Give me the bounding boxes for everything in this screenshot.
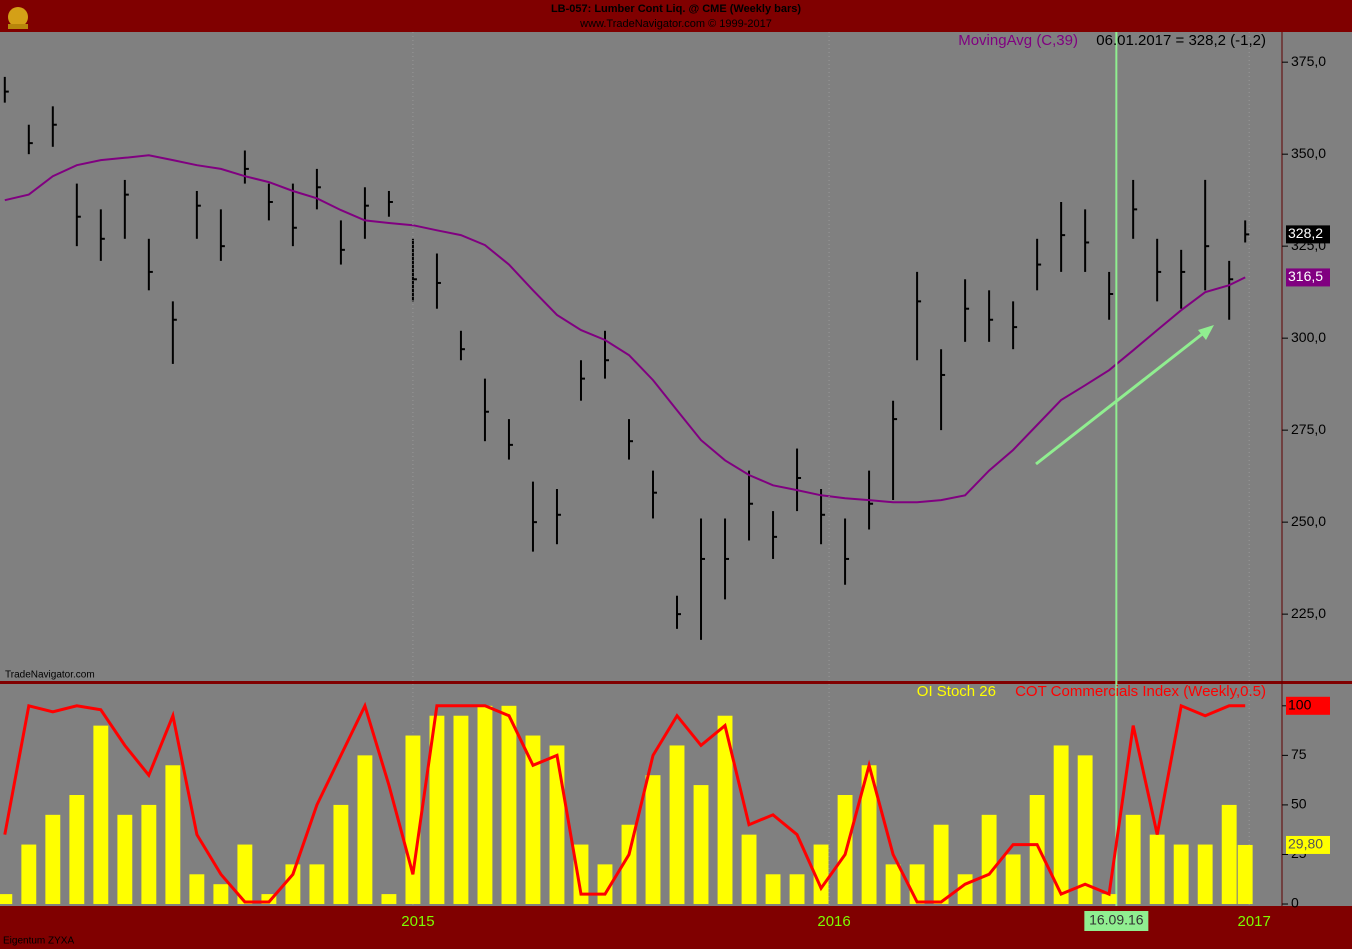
stoch-bar bbox=[1101, 894, 1117, 905]
owner: Eigentum ZYXA bbox=[3, 936, 74, 947]
price-panel bbox=[0, 32, 1352, 682]
last-stoch-label-box bbox=[1286, 835, 1330, 854]
stoch-bar bbox=[645, 775, 661, 905]
stoch-bar bbox=[453, 715, 469, 905]
stoch-bar bbox=[741, 834, 757, 905]
stoch-bar bbox=[141, 804, 157, 905]
stoch-bar bbox=[1197, 844, 1213, 905]
stoch-bar bbox=[909, 864, 925, 905]
stoch-bar bbox=[813, 844, 829, 905]
trend-arrow-head bbox=[1198, 325, 1214, 340]
x-tick-label: 2017 bbox=[1238, 913, 1271, 930]
stoch-bar bbox=[1029, 795, 1045, 905]
last-price-label-box bbox=[1286, 225, 1330, 244]
stoch-bar bbox=[45, 814, 61, 905]
stoch-bar bbox=[93, 725, 109, 905]
last-cot-label-box bbox=[1286, 696, 1330, 715]
cursor-label: 16.09.16 bbox=[1089, 912, 1144, 928]
trend-arrow bbox=[1035, 326, 1211, 466]
stoch-bar bbox=[165, 765, 181, 905]
stoch-bar bbox=[1053, 745, 1069, 905]
chart-subtitle: www.TradeNavigator.com © 1999-2017 bbox=[579, 18, 772, 30]
stoch-bar bbox=[69, 795, 85, 905]
stoch-bar bbox=[549, 745, 565, 905]
stoch-bar bbox=[309, 864, 325, 905]
stoch-bar bbox=[1125, 814, 1141, 905]
panel-divider bbox=[0, 681, 1352, 684]
y-tick-label: 300,0 bbox=[1291, 329, 1326, 345]
logo bbox=[8, 7, 28, 29]
stoch-bar bbox=[357, 755, 373, 905]
stoch-bar bbox=[789, 874, 805, 905]
stoch-bar bbox=[237, 844, 253, 905]
legend-cot: COT Commercials Index (Weekly,0.5) bbox=[1015, 683, 1266, 700]
last-ma-label: 316,5 bbox=[1288, 268, 1323, 284]
stoch-bar bbox=[261, 894, 277, 905]
stoch-bar bbox=[765, 874, 781, 905]
stoch-bar bbox=[1149, 834, 1165, 905]
stoch-bar bbox=[117, 814, 133, 905]
last-ma-label-box bbox=[1286, 268, 1330, 287]
stoch-bar bbox=[333, 804, 349, 905]
stoch-bar bbox=[981, 814, 997, 905]
stoch-bar bbox=[717, 715, 733, 905]
y-tick-label: 50 bbox=[1291, 796, 1307, 812]
last-cot-label: 100 bbox=[1288, 697, 1312, 713]
x-tick-label: 2015 bbox=[401, 913, 434, 930]
readout: 06.01.2017 = 328,2 (-1,2) bbox=[1096, 32, 1266, 49]
stoch-bar bbox=[693, 785, 709, 905]
y-tick-label: 275,0 bbox=[1291, 421, 1326, 437]
stoch-bar bbox=[285, 864, 301, 905]
stoch-bar bbox=[21, 844, 37, 905]
x-tick-label: 2016 bbox=[817, 913, 850, 930]
y-tick-label: 375,0 bbox=[1291, 53, 1326, 69]
y-tick-label: 225,0 bbox=[1291, 605, 1326, 621]
brand: TradeNavigator.com bbox=[5, 670, 95, 681]
stoch-bar bbox=[189, 874, 205, 905]
legend-ma: MovingAvg (C,39) bbox=[958, 32, 1078, 49]
y-tick-label: 75 bbox=[1291, 746, 1307, 762]
stoch-bar bbox=[477, 705, 493, 905]
stoch-bar bbox=[1237, 844, 1253, 905]
last-price-label: 328,2 bbox=[1288, 225, 1323, 241]
stoch-bar bbox=[381, 894, 397, 905]
stoch-bar bbox=[1077, 755, 1093, 905]
stoch-bar bbox=[669, 745, 685, 905]
cursor-label-box bbox=[1084, 911, 1149, 931]
stoch-bar bbox=[501, 705, 517, 905]
stoch-bar bbox=[885, 864, 901, 905]
stoch-bar bbox=[1173, 844, 1189, 905]
stoch-bar bbox=[525, 735, 541, 905]
chart-title: LB-057: Lumber Cont Liq. @ CME (Weekly b… bbox=[551, 3, 801, 15]
cot-index-line bbox=[3, 701, 1246, 904]
stoch-bar bbox=[1221, 804, 1237, 905]
stoch-bar bbox=[861, 765, 877, 905]
moving-average bbox=[4, 154, 1246, 504]
stoch-bar bbox=[573, 844, 589, 905]
y-tick-label: 350,0 bbox=[1291, 145, 1326, 161]
y-tick-label: 0 bbox=[1291, 895, 1299, 911]
stoch-bar bbox=[0, 894, 13, 905]
stoch-bar bbox=[1005, 854, 1021, 905]
legend-stoch: OI Stoch 26 bbox=[917, 683, 996, 700]
stoch-bar bbox=[213, 884, 229, 905]
last-stoch-label: 29,80 bbox=[1288, 836, 1323, 852]
y-tick-label: 250,0 bbox=[1291, 513, 1326, 529]
stoch-bar bbox=[405, 735, 421, 905]
stoch-bar bbox=[429, 715, 445, 905]
stoch-bar bbox=[933, 824, 949, 905]
